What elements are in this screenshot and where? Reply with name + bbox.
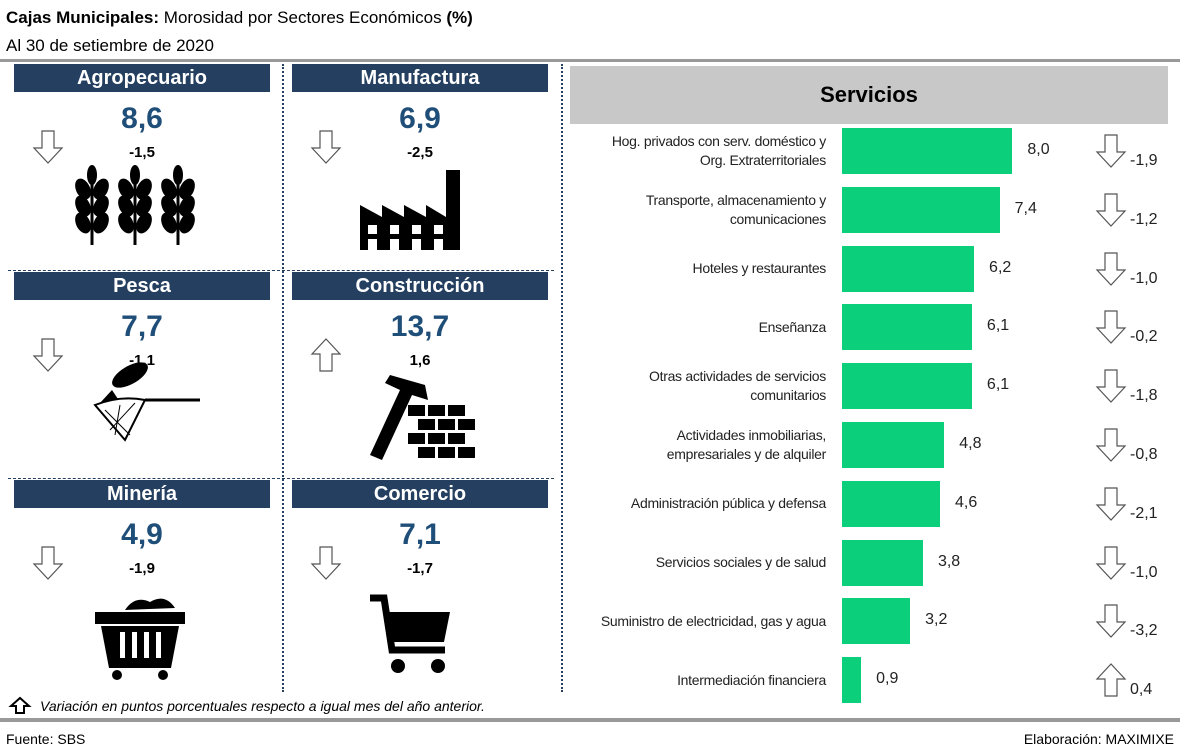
- change-arrow: [32, 130, 64, 164]
- tile-value: 13,7: [390, 310, 450, 343]
- category-label: Intermediación financiera: [677, 671, 826, 688]
- tile-value: 4,9: [121, 518, 163, 551]
- tile-change: -1,7: [407, 560, 433, 577]
- rule: [0, 718, 1180, 722]
- bar: [842, 480, 940, 527]
- change-arrow: [1095, 310, 1127, 345]
- change-label: -1,9: [1130, 152, 1158, 169]
- category-label: Otras actividades de servicios comunitar…: [649, 368, 826, 404]
- change-arrow: [310, 546, 342, 580]
- title: Cajas Municipales: Morosidad por Sectore…: [6, 8, 473, 28]
- change-arrow: [1095, 604, 1127, 639]
- change-arrow: [1095, 663, 1127, 697]
- divider: [8, 270, 554, 271]
- category-label: Transporte, almacenamiento y comunicacio…: [645, 191, 826, 227]
- bar: [842, 539, 923, 586]
- divider: [282, 64, 284, 692]
- tile-change: 1,6: [409, 352, 431, 369]
- category-label: Servicios sociales y de salud: [655, 554, 827, 571]
- change-label: -0,2: [1130, 328, 1158, 346]
- tile-header: Construcción: [292, 272, 548, 300]
- tile-icon: [360, 170, 460, 250]
- divider: [561, 64, 563, 692]
- tile-icon: [370, 375, 475, 460]
- value-label: 6,1: [986, 317, 1010, 335]
- bar: [842, 128, 1013, 174]
- note-icon: [8, 696, 32, 714]
- change-arrow: [1095, 193, 1127, 227]
- chart-title: Servicios: [570, 66, 1168, 124]
- tile-change: -1,9: [129, 560, 155, 577]
- tile-icon: [370, 594, 450, 673]
- tile-icon: [95, 598, 185, 680]
- value-label: 3,8: [937, 552, 961, 570]
- value-label: 0,9: [876, 670, 899, 688]
- source: Fuente: SBS: [6, 731, 86, 747]
- change-label: -1,8: [1130, 387, 1158, 405]
- change-arrow: [310, 338, 342, 372]
- tile-header: Comercio: [292, 480, 548, 508]
- value-label: 6,2: [989, 258, 1012, 276]
- bar: [842, 245, 975, 292]
- change-arrow: [1095, 134, 1127, 168]
- bar: [842, 598, 911, 645]
- subtitle: Al 30 de setiembre de 2020: [6, 36, 214, 55]
- tile-change: -2,5: [407, 144, 433, 161]
- category-label: Suministro de electricidad, gas y agua: [600, 612, 826, 629]
- change-label: -1,0: [1130, 269, 1158, 287]
- tile-value: 8,6: [121, 102, 163, 135]
- bar: [842, 422, 945, 468]
- change-label: -0,8: [1130, 446, 1158, 463]
- tile-header: Minería: [14, 480, 270, 508]
- value-label: 3,2: [925, 611, 948, 629]
- tile-header: Pesca: [14, 272, 270, 300]
- tile-change: -1,5: [129, 144, 155, 161]
- tile-value: 7,7: [121, 310, 163, 343]
- title-bold: Cajas Municipales:: [6, 8, 160, 27]
- change-arrow: [1095, 251, 1127, 286]
- tile-header: Manufactura: [292, 64, 548, 92]
- rule: [0, 59, 1180, 62]
- category-label: Hog. privados con serv. doméstico y Org.…: [611, 133, 826, 168]
- tile-header: Agropecuario: [14, 64, 270, 92]
- value-label: 7,4: [1014, 199, 1037, 217]
- change-label: -1,0: [1130, 563, 1158, 581]
- bar: [842, 304, 972, 351]
- title-unit: (%): [446, 8, 473, 27]
- change-arrow: [32, 546, 64, 580]
- divider: [8, 478, 554, 479]
- category-label: Hoteles y restaurantes: [692, 260, 827, 277]
- change-label: -3,2: [1130, 622, 1158, 640]
- change-arrow: [310, 130, 342, 164]
- category-label: Administración pública y defensa: [630, 495, 826, 512]
- value-label: 4,8: [959, 435, 982, 452]
- tile-value: 6,9: [399, 102, 441, 135]
- bar: [842, 363, 972, 410]
- change-label: -1,2: [1130, 210, 1158, 228]
- title-text: Morosidad por Sectores Económicos: [163, 8, 442, 27]
- value-label: 4,6: [954, 493, 978, 511]
- change-arrow: [1095, 428, 1127, 462]
- tile-icon: [93, 362, 200, 442]
- bar: [842, 186, 1000, 233]
- change-arrow: [32, 338, 64, 372]
- change-arrow: [1095, 369, 1127, 404]
- tile-value: 7,1: [399, 518, 441, 551]
- credit: Elaboración: MAXIMIXE: [1023, 731, 1174, 747]
- change-label: 0,4: [1130, 681, 1153, 699]
- change-arrow: [1095, 487, 1127, 521]
- change-arrow: [1095, 545, 1127, 580]
- tile-icon: [75, 165, 195, 245]
- category-label: Enseñanza: [758, 318, 827, 335]
- value-label: 6,1: [986, 376, 1010, 394]
- category-label: Actividades inmobiliarias, empresariales…: [666, 427, 827, 462]
- value-label: 8,0: [1027, 141, 1050, 158]
- bar: [842, 657, 862, 704]
- change-label: -2,1: [1130, 504, 1158, 522]
- note: Variación en puntos porcentuales respect…: [40, 698, 485, 714]
